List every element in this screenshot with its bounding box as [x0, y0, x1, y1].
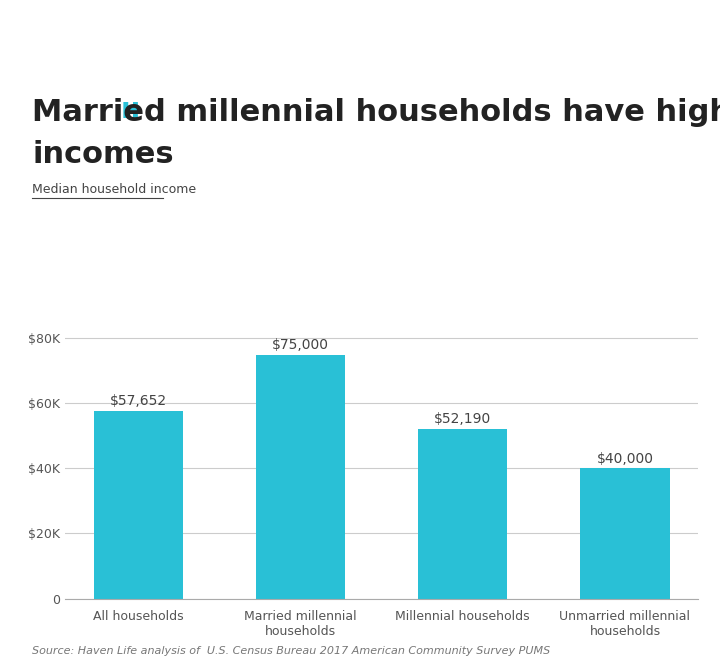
Text: Married millennial households have higher: Married millennial households have highe…	[32, 98, 720, 128]
Text: $75,000: $75,000	[272, 338, 329, 352]
Text: ʜ: ʜ	[120, 96, 140, 124]
Text: $40,000: $40,000	[596, 452, 654, 466]
Bar	[256, 354, 345, 598]
Bar	[418, 429, 508, 598]
Text: Life insurance that’s actually simple: Life insurance that’s actually simple	[405, 106, 631, 120]
Text: Median household income: Median household income	[32, 183, 197, 196]
Text: incomes: incomes	[32, 140, 174, 170]
Text: $52,190: $52,190	[434, 412, 491, 426]
Text: Life: Life	[166, 123, 203, 141]
FancyBboxPatch shape	[104, 88, 157, 138]
Bar	[580, 468, 670, 598]
Bar	[94, 411, 183, 598]
Text: Source: Haven Life analysis of  U.S. Census Bureau 2017 American Community Surve: Source: Haven Life analysis of U.S. Cens…	[32, 646, 551, 656]
Text: Haven: Haven	[166, 98, 229, 116]
Text: $57,652: $57,652	[109, 394, 167, 408]
